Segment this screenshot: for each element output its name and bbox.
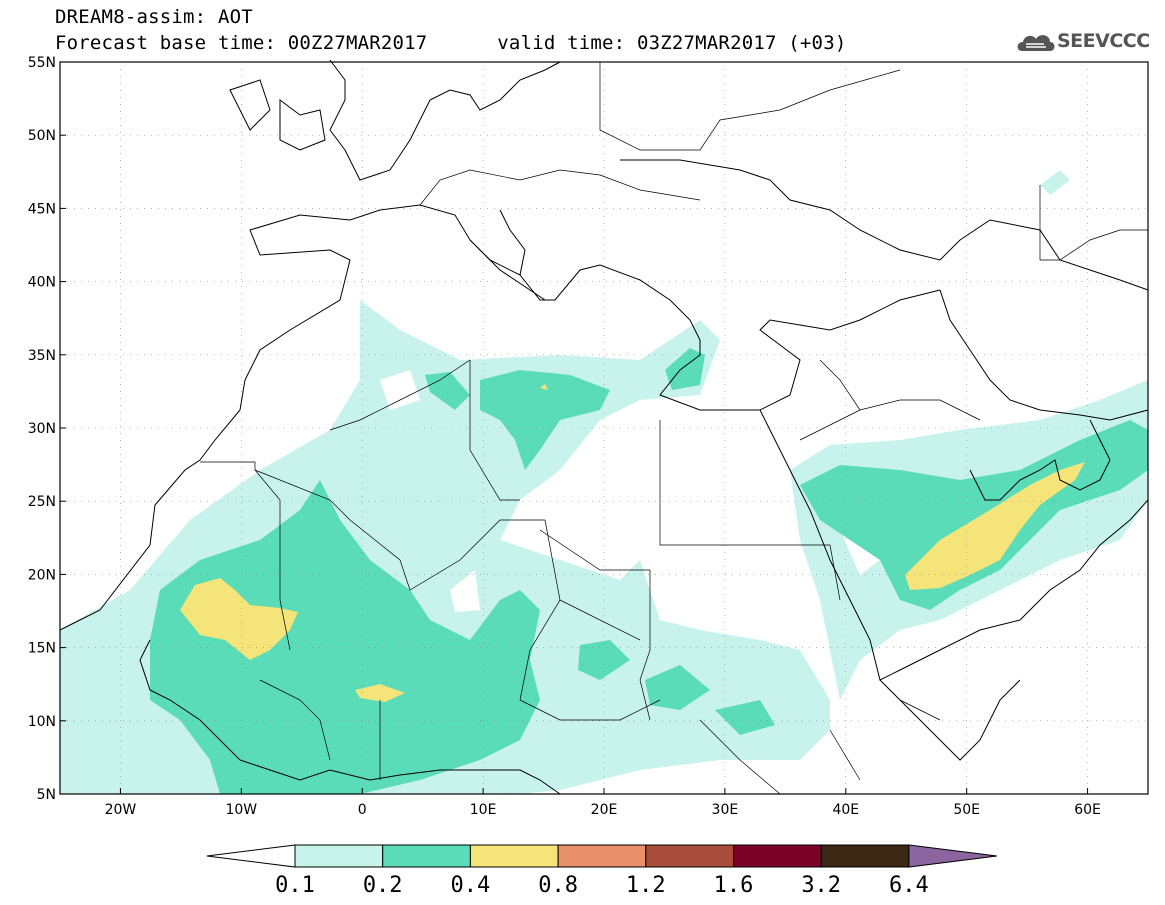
lon-label: 10W	[225, 802, 257, 818]
colorbar-min-arrow	[206, 844, 296, 868]
lat-label: 50N	[28, 128, 56, 144]
lat-label: 15N	[28, 641, 56, 657]
lat-label: 35N	[28, 348, 56, 364]
colorbar-box	[820, 844, 910, 868]
time-labels: Forecast base time: 00Z27MAR2017 valid t…	[55, 33, 846, 53]
lat-label: 5N	[37, 787, 56, 803]
colorbar-max-arrow	[908, 844, 997, 868]
latitude-labels: 55N 50N 45N 40N 35N 30N 25N 20N 15N 10N 5N	[28, 55, 56, 803]
lon-label: 50E	[953, 802, 980, 818]
colorbar-box	[382, 844, 471, 868]
colorbar-box	[645, 844, 734, 868]
lon-label: 30E	[712, 802, 739, 818]
map-title: DREAM8-assim: AOT	[55, 6, 253, 28]
lat-label: 55N	[28, 55, 56, 71]
lat-label: 20N	[28, 567, 56, 583]
base-time-label: Forecast base time: 00Z27MAR2017	[55, 32, 428, 54]
lat-label: 40N	[28, 275, 56, 291]
lon-label: 10E	[470, 802, 497, 818]
colorbar-box	[294, 844, 384, 868]
colorbar-box	[557, 844, 647, 868]
lon-label: 60E	[1074, 802, 1101, 818]
cloud-logo-icon	[1017, 35, 1055, 51]
colorbar-level-label: 0.8	[538, 873, 578, 898]
aot-contours	[60, 170, 1148, 794]
colorbar-box	[469, 844, 559, 868]
lon-label: 20W	[105, 802, 137, 818]
lat-label: 30N	[28, 421, 56, 437]
lon-label: 40E	[832, 802, 859, 818]
lon-label: 0	[358, 802, 367, 818]
colorbar-level-label: 1.2	[625, 873, 666, 898]
lat-label: 45N	[28, 201, 56, 217]
colorbar-level-label: 0.1	[275, 873, 315, 898]
lat-label: 25N	[28, 494, 56, 510]
lat-label: 10N	[28, 714, 56, 730]
colorbar-box	[733, 844, 822, 868]
colorbar-level-label: 3.2	[801, 873, 842, 898]
aot-region-mid-libya	[480, 370, 610, 470]
aot-region-high-mali	[180, 578, 298, 660]
logo-text: SEEVCCC	[1057, 30, 1150, 52]
colorbar-level-label: 6.4	[889, 873, 929, 898]
aot-region-high-arabia	[905, 462, 1085, 590]
colorbar-level-label: 0.4	[450, 873, 491, 898]
aot-region-mid-arabia	[800, 420, 1148, 610]
country-borders	[200, 62, 1148, 795]
aot-region-low-caspian	[1040, 170, 1070, 195]
valid-time-label: valid time: 03Z27MAR2017 (+03)	[497, 32, 847, 54]
lon-label: 20E	[591, 802, 618, 818]
graticule	[60, 61, 1148, 795]
aot-region-mid-sahel	[150, 480, 540, 794]
longitude-labels: 20W 10W 0 10E 20E 30E 40E 50E 60E	[105, 802, 1101, 818]
colorbar-level-label: 1.6	[713, 873, 754, 898]
colorbar-level-label: 0.2	[362, 873, 403, 898]
coastlines	[59, 59, 1149, 795]
